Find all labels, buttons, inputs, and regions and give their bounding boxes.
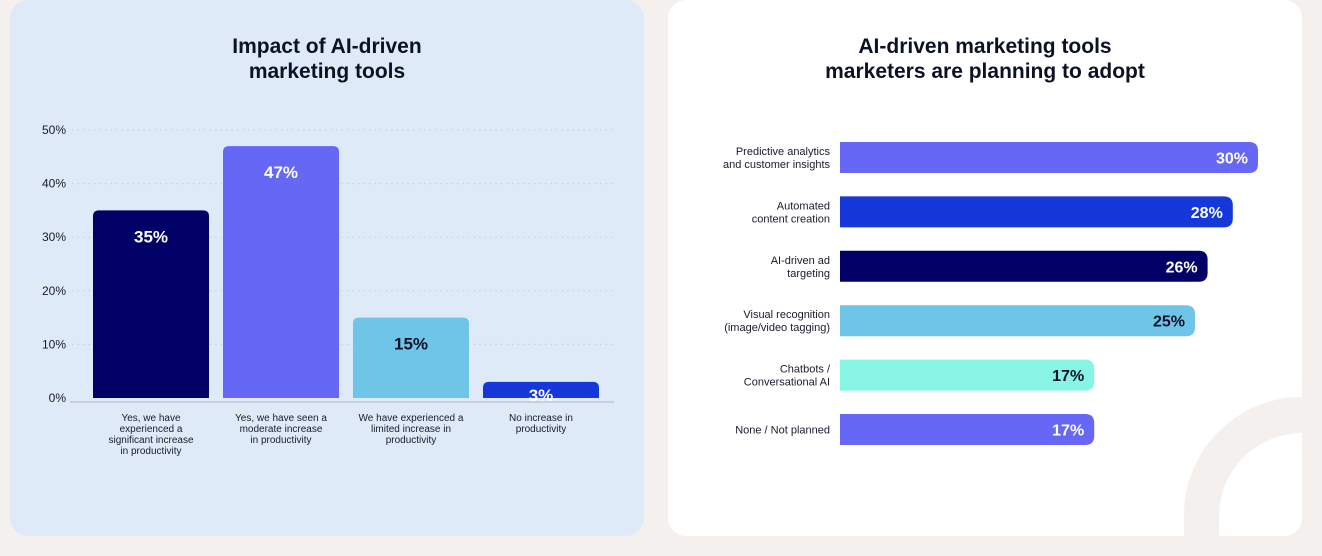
bar-value-label: 28% [1191,205,1223,222]
x-category-label: Yes, we have seen a moderate increase in p… [235,413,327,446]
bar [840,196,1233,228]
y-category-label: None / Not planned [735,425,830,437]
bar [840,305,1195,337]
adoption-bar-chart: 30% Predictive analytics and customer insi… [723,142,1302,536]
bar-value-label: 25% [1153,314,1185,331]
bar [483,381,599,398]
bar-value-label: 30% [1216,151,1248,168]
impact-chart-title: Impact of AI-driven marketing tools [232,35,422,83]
y-category-label: AI-driven ad targeting [771,255,830,280]
bar-value-label: 26% [1166,259,1198,276]
x-category-label: No increase in productivity [509,413,573,435]
x-category-label: We have experienced a limited increase in… [359,413,464,446]
bar [93,210,209,398]
y-tick-label: 40% [42,177,66,191]
bar-value-label: 15% [394,335,428,354]
y-tick-label: 10% [42,337,66,351]
adoption-chart-card: AI-driven marketing tools marketers are … [668,0,1302,536]
y-category-label: Predictive analytics and customer insight… [723,146,830,171]
x-category-label: Yes, we have experienced a significant inc… [108,413,193,457]
bar [840,142,1258,173]
y-tick-label: 30% [42,230,66,244]
y-tick-label: 50% [42,123,66,137]
impact-bar-chart: 0% 10% 20% 30% 40% 50% 35% Yes, we have experien… [42,123,614,457]
bar [840,414,1095,445]
bar-value-label: 3% [529,386,554,405]
y-category-label: Visual recognition (image/video tagging) [724,309,830,334]
adoption-chart-title: AI-driven marketing tools marketers are … [825,35,1145,83]
bar-value-label: 47% [264,163,298,182]
y-tick-label: 20% [42,284,66,298]
impact-chart-card: Impact of AI-driven marketing tools 0% 10… [10,0,644,536]
bar-value-label: 35% [134,227,168,246]
y-tick-label: 0% [49,391,67,405]
y-category-label: Chatbots / Conversational AI [744,364,831,389]
decorative-arc [1184,397,1302,536]
bar [223,146,339,398]
bar [840,359,1095,391]
y-category-label: Automated content creation [752,200,830,225]
bar-value-label: 17% [1052,423,1084,440]
bar [840,250,1208,282]
bar [353,317,469,398]
bar-value-label: 17% [1052,368,1084,385]
